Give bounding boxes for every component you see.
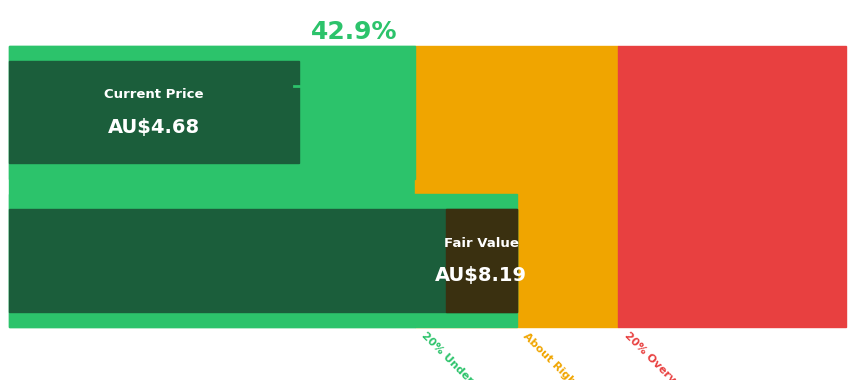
- Text: Fair Value: Fair Value: [443, 237, 518, 250]
- Bar: [415, 46, 618, 327]
- Bar: [9, 46, 415, 327]
- Bar: [9, 61, 298, 163]
- Bar: [618, 46, 845, 327]
- Bar: [445, 209, 516, 312]
- Text: AU$8.19: AU$8.19: [435, 266, 527, 285]
- Bar: [9, 46, 415, 179]
- Text: 20% Overvalued: 20% Overvalued: [622, 331, 701, 380]
- Bar: [9, 209, 516, 312]
- Bar: [9, 194, 415, 327]
- Text: Undervalued: Undervalued: [304, 58, 403, 71]
- Text: 42.9%: 42.9%: [310, 20, 397, 44]
- Text: About Right: About Right: [521, 331, 580, 380]
- Text: AU$4.68: AU$4.68: [107, 118, 199, 137]
- Text: 20% Undervalued: 20% Undervalued: [419, 331, 504, 380]
- Text: Current Price: Current Price: [104, 89, 204, 101]
- Bar: [415, 194, 516, 327]
